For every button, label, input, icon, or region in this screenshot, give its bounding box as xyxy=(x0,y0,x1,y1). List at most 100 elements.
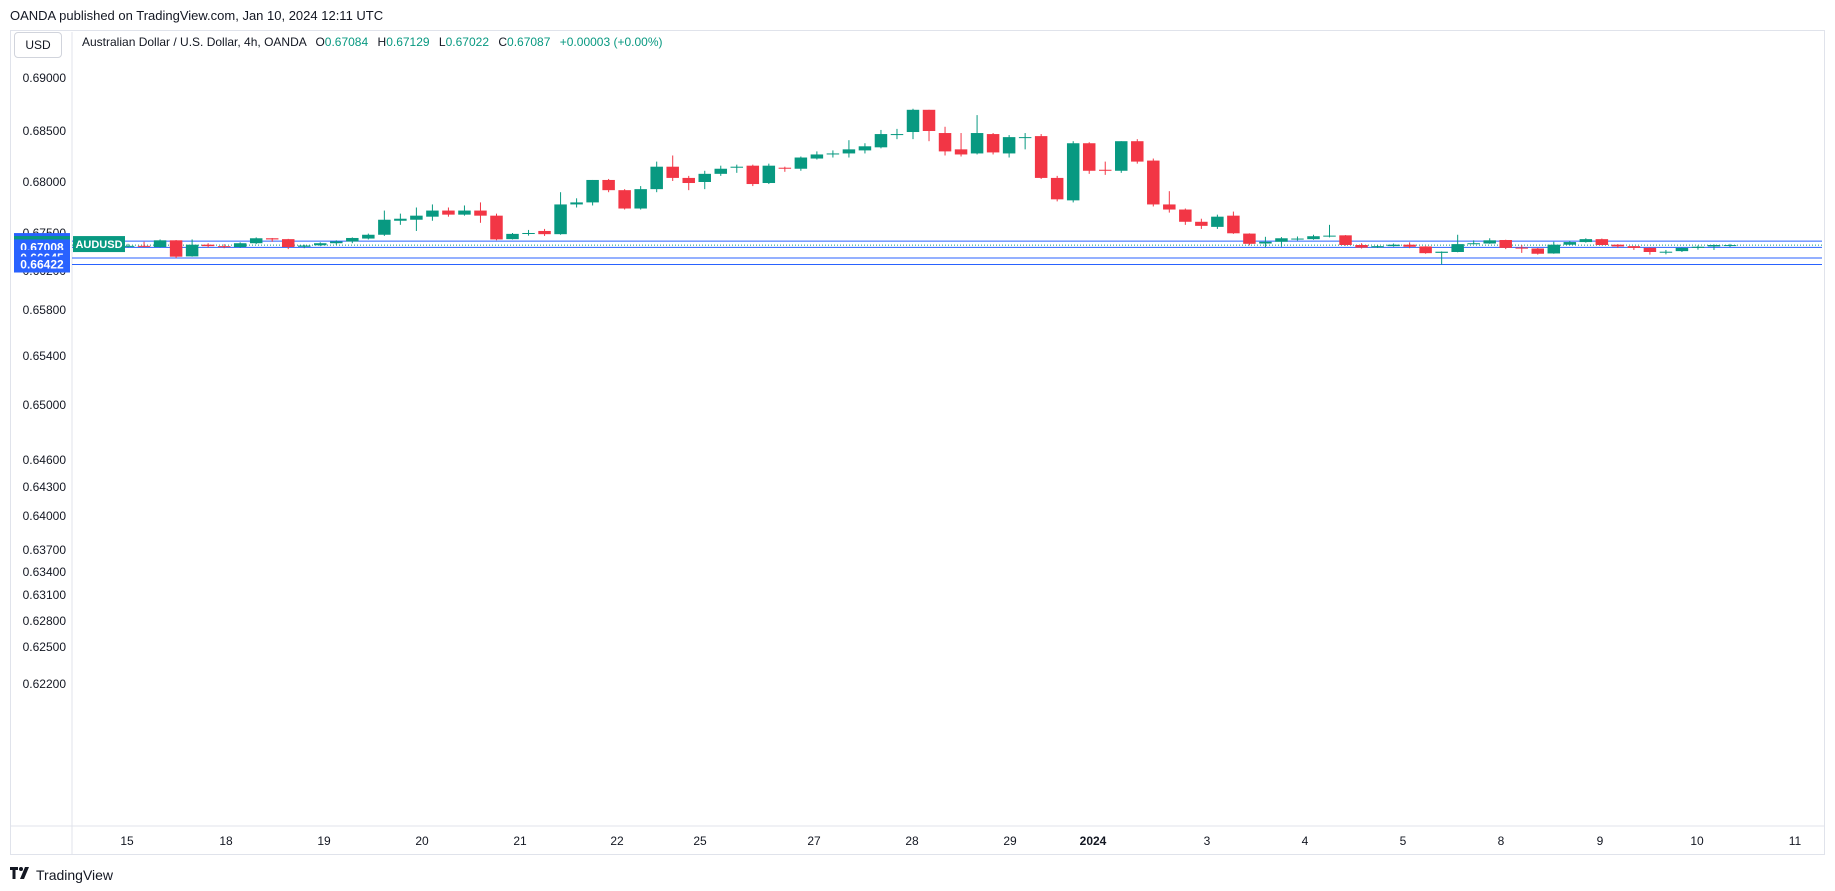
time-tick-label: 2024 xyxy=(1080,834,1107,848)
candle-body xyxy=(1163,204,1176,210)
candle-body xyxy=(794,157,808,169)
candle-body xyxy=(233,243,247,248)
candle-body xyxy=(1018,137,1032,139)
time-tick-label: 8 xyxy=(1498,834,1505,848)
candle-body xyxy=(1082,143,1096,171)
candle-body xyxy=(1659,251,1673,253)
price-level-badge xyxy=(14,256,70,273)
candle-body xyxy=(137,245,151,247)
candle-body xyxy=(410,215,423,220)
candle-body xyxy=(1563,242,1577,245)
price-level-label: 0.66422 xyxy=(20,258,64,272)
candle-body xyxy=(1179,209,1192,222)
candle-body xyxy=(1115,141,1128,171)
candle-body xyxy=(1307,236,1320,240)
candle-body xyxy=(1499,240,1512,248)
candle-body xyxy=(378,219,391,235)
time-tick-label: 15 xyxy=(120,834,134,848)
time-tick-label: 19 xyxy=(317,834,331,848)
candle-body xyxy=(938,133,952,152)
candle-body xyxy=(538,230,551,235)
candle-body xyxy=(1675,247,1689,252)
candle-body xyxy=(1275,238,1288,242)
candle-body xyxy=(682,177,695,184)
candle-body xyxy=(1147,160,1160,205)
time-tick-label: 9 xyxy=(1597,834,1604,848)
candle-body xyxy=(1131,141,1144,162)
candle-body xyxy=(810,154,824,159)
legend-open-value: 0.67084 xyxy=(324,35,369,49)
time-tick-label: 22 xyxy=(610,834,624,848)
currency-button[interactable]: USD xyxy=(14,32,62,58)
candle-body xyxy=(1611,244,1625,247)
legend-open-label: O xyxy=(315,35,325,49)
candle-body xyxy=(1195,221,1208,226)
candle-body xyxy=(634,189,647,209)
candle-body xyxy=(666,166,679,178)
candle-body xyxy=(1451,244,1464,252)
legend-close-value: 0.67087 xyxy=(507,35,551,49)
candle-body xyxy=(1419,246,1432,254)
candle-body xyxy=(730,166,744,168)
candle-body xyxy=(522,233,535,234)
candle-body xyxy=(650,166,663,190)
time-tick-label: 11 xyxy=(1789,834,1802,848)
candle-body xyxy=(1291,238,1304,240)
time-tick-label: 18 xyxy=(219,834,233,848)
price-tick-label: 0.69000 xyxy=(23,71,67,85)
candle-body xyxy=(826,153,840,155)
candle-body xyxy=(330,241,343,244)
legend-title: Australian Dollar / U.S. Dollar, 4h, OAN… xyxy=(82,35,307,49)
candle-body xyxy=(1579,239,1593,243)
candle-body xyxy=(169,240,183,257)
price-tick-label: 0.62200 xyxy=(23,677,67,691)
tradingview-logo-icon[interactable] xyxy=(10,866,32,883)
candle-body xyxy=(842,149,856,154)
time-tick-label: 5 xyxy=(1400,834,1407,848)
candle-body xyxy=(1034,136,1048,178)
legend-close-label: C xyxy=(498,35,508,49)
candle-body xyxy=(249,238,263,244)
candle-body xyxy=(1467,243,1480,245)
candle-body xyxy=(298,245,311,247)
candle-body xyxy=(954,149,968,155)
candle-body xyxy=(1098,169,1112,171)
time-tick-label: 4 xyxy=(1302,834,1309,848)
candle-body xyxy=(217,246,231,248)
candle-body xyxy=(890,134,904,136)
candle-body xyxy=(1371,246,1384,248)
candle-body xyxy=(281,239,295,248)
candle-body xyxy=(201,244,215,247)
candle-body xyxy=(1403,244,1416,247)
candle-body xyxy=(314,243,327,246)
time-tick-label: 29 xyxy=(1003,834,1017,848)
candle-body xyxy=(746,165,760,185)
candle-body xyxy=(970,133,984,154)
time-tick-label: 27 xyxy=(807,834,821,848)
candle-body xyxy=(874,134,888,148)
price-tick-label: 0.62800 xyxy=(23,614,67,628)
candle-body xyxy=(153,240,167,248)
price-tick-label: 0.63400 xyxy=(23,565,67,579)
price-tick-label: 0.65800 xyxy=(23,303,67,317)
price-tick-label: 0.62500 xyxy=(23,640,67,654)
candle-body xyxy=(346,237,359,242)
candle-body xyxy=(1595,239,1609,245)
candle-body xyxy=(602,179,615,191)
candle-body xyxy=(506,233,519,240)
footer-brand[interactable]: TradingView xyxy=(36,866,114,883)
candle-body xyxy=(490,215,503,240)
time-tick-label: 21 xyxy=(513,834,527,848)
candle-body xyxy=(458,210,471,215)
publish-caption: OANDA published on TradingView.com, Jan … xyxy=(10,8,384,23)
candle-body xyxy=(1723,245,1737,247)
candle-body xyxy=(906,109,920,133)
price-tick-label: 0.65000 xyxy=(23,398,67,412)
legend-high-value: 0.67129 xyxy=(386,35,430,49)
candle-body xyxy=(922,109,936,131)
price-tick-label: 0.68000 xyxy=(23,175,67,189)
candle-body xyxy=(586,179,599,203)
candle-body xyxy=(362,234,375,239)
candle-body xyxy=(1259,241,1272,244)
